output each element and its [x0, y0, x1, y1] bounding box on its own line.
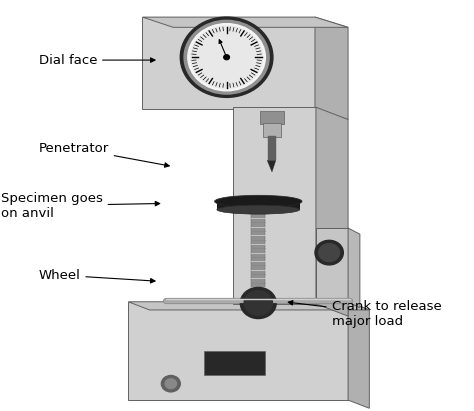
FancyBboxPatch shape — [204, 351, 265, 376]
Text: Crank to release
major load: Crank to release major load — [288, 300, 441, 328]
Circle shape — [240, 287, 276, 319]
Circle shape — [180, 17, 273, 97]
Circle shape — [191, 26, 263, 88]
Circle shape — [224, 55, 229, 60]
Circle shape — [184, 21, 269, 94]
Circle shape — [161, 376, 180, 392]
FancyBboxPatch shape — [316, 228, 348, 302]
Polygon shape — [143, 17, 348, 27]
Polygon shape — [128, 302, 369, 310]
Polygon shape — [348, 228, 360, 308]
FancyBboxPatch shape — [268, 136, 276, 160]
Text: Wheel: Wheel — [38, 269, 155, 283]
FancyBboxPatch shape — [233, 107, 316, 304]
FancyBboxPatch shape — [143, 17, 315, 109]
Polygon shape — [348, 302, 369, 408]
Circle shape — [165, 379, 176, 388]
Circle shape — [315, 240, 343, 265]
Polygon shape — [315, 17, 348, 120]
FancyBboxPatch shape — [128, 302, 348, 400]
Polygon shape — [267, 160, 276, 172]
FancyBboxPatch shape — [217, 201, 300, 210]
Text: Penetrator: Penetrator — [38, 142, 169, 167]
FancyBboxPatch shape — [251, 208, 265, 302]
Text: Dial face: Dial face — [38, 53, 155, 67]
Ellipse shape — [215, 195, 302, 208]
Circle shape — [244, 291, 273, 315]
Text: Specimen goes
on anvil: Specimen goes on anvil — [0, 192, 160, 219]
FancyBboxPatch shape — [260, 111, 284, 124]
Circle shape — [188, 24, 265, 91]
Polygon shape — [316, 107, 348, 316]
FancyBboxPatch shape — [263, 123, 281, 137]
Circle shape — [319, 244, 339, 262]
Ellipse shape — [217, 205, 300, 214]
